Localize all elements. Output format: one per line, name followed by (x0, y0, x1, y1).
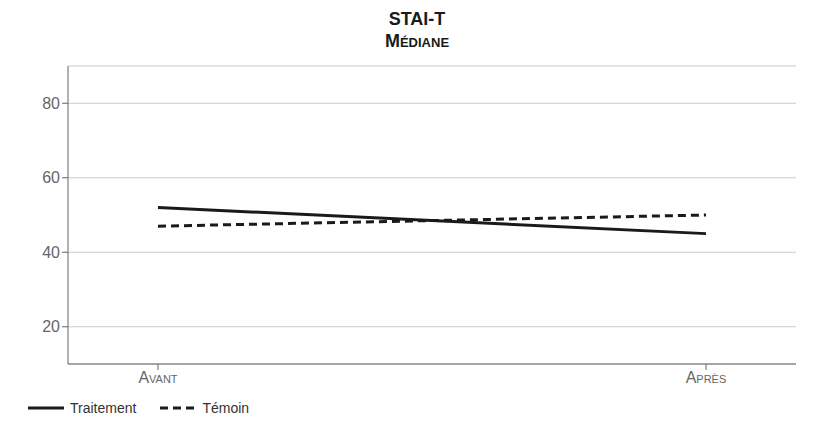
svg-text:60: 60 (42, 169, 60, 186)
svg-text:40: 40 (42, 244, 60, 261)
svg-text:20: 20 (42, 318, 60, 335)
html-text:Témoin: Témoin (202, 400, 250, 416)
html-text:STAI-T: STAI-T (388, 9, 446, 29)
svg-text:Avant: Avant (138, 369, 177, 386)
html-text:Traitement: Traitement (70, 400, 137, 416)
svg-text:80: 80 (42, 95, 60, 112)
svg-text:Après: Après (686, 369, 727, 386)
html-text:Médiane: Médiane (384, 31, 450, 51)
